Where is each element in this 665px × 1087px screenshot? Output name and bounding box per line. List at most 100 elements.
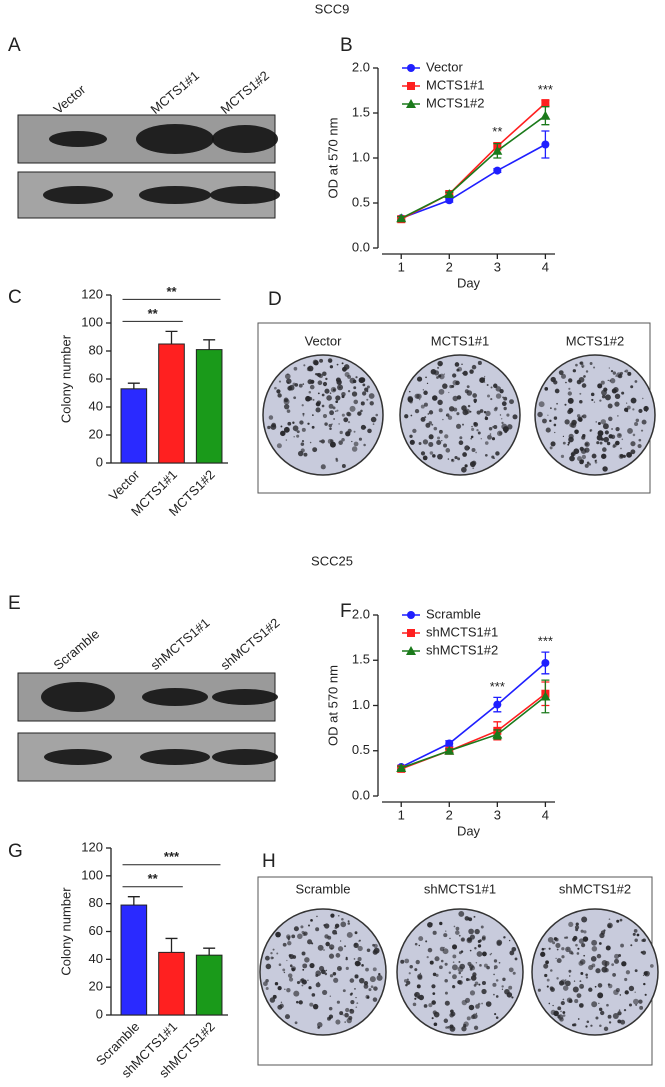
- colony: [644, 970, 650, 977]
- colony: [338, 423, 340, 425]
- colony: [317, 1026, 320, 1029]
- marker: [540, 691, 551, 701]
- colony: [268, 415, 274, 420]
- y-tick-label: 1.5: [352, 652, 370, 667]
- colony: [350, 999, 355, 1005]
- colony: [457, 366, 463, 372]
- colony: [274, 981, 279, 986]
- colony: [419, 399, 421, 401]
- colony: [581, 415, 584, 418]
- bar: [158, 343, 185, 464]
- significance: **: [148, 871, 159, 886]
- colony: [422, 389, 425, 391]
- colony: [569, 455, 575, 462]
- colony: [340, 921, 347, 928]
- colony: [569, 950, 573, 955]
- colony: [330, 439, 334, 443]
- colony: [537, 988, 541, 992]
- colony: [644, 993, 647, 996]
- dish: [531, 908, 659, 1036]
- colony: [324, 422, 328, 426]
- colony: [543, 947, 546, 950]
- colony: [568, 921, 574, 927]
- colony: [461, 466, 467, 473]
- colony: [441, 439, 443, 442]
- colony: [297, 933, 303, 940]
- colony: [347, 390, 351, 393]
- colony: [324, 934, 329, 939]
- colony: [479, 964, 482, 967]
- colony: [610, 369, 614, 373]
- colony: [628, 985, 635, 992]
- colony: [550, 376, 556, 383]
- colony: [414, 993, 418, 997]
- colony: [433, 426, 438, 431]
- colony: [449, 1024, 454, 1029]
- colony: [465, 978, 470, 982]
- colony: [492, 426, 494, 428]
- colony: [591, 1001, 598, 1008]
- colony: [591, 939, 598, 946]
- colony: [636, 933, 640, 937]
- colony: [561, 955, 565, 959]
- colony: [423, 402, 428, 407]
- colony: [444, 434, 449, 439]
- colony: [600, 380, 605, 385]
- marker: [444, 745, 455, 755]
- colony: [458, 980, 463, 985]
- colony: [630, 441, 636, 447]
- colony: [369, 976, 376, 983]
- colony: [557, 1014, 564, 1020]
- colony: [608, 918, 611, 920]
- colony: [581, 454, 587, 460]
- series-line: [400, 143, 546, 220]
- colony: [468, 917, 473, 922]
- colony: [489, 953, 492, 956]
- colony: [430, 368, 437, 375]
- colony: [437, 453, 443, 460]
- colony: [626, 451, 632, 458]
- colony: [593, 366, 596, 369]
- colony: [351, 446, 358, 452]
- y-tick-label: 0: [96, 454, 103, 469]
- colony: [267, 425, 271, 430]
- colony: [628, 1003, 632, 1007]
- colony: [361, 964, 364, 967]
- marker: [492, 145, 503, 155]
- colony: [593, 401, 596, 403]
- colony: [590, 392, 595, 397]
- colony: [293, 926, 299, 932]
- colony: [312, 414, 314, 416]
- colony: [640, 429, 644, 432]
- colony: [627, 428, 633, 434]
- lane-label: Scramble: [50, 626, 102, 673]
- lane-label: shMCTS1#1: [147, 615, 212, 673]
- colony: [429, 451, 434, 455]
- significance: **: [166, 284, 177, 299]
- colony: [355, 1006, 358, 1009]
- error-bar: [127, 382, 140, 389]
- colony: [466, 390, 473, 396]
- colony: [512, 971, 516, 975]
- colony: [298, 383, 303, 388]
- colony: [562, 1014, 566, 1017]
- panel-letter: C: [8, 287, 22, 308]
- colony: [428, 421, 433, 425]
- x-tick-label: 2: [446, 807, 453, 822]
- blot-band: [212, 749, 278, 765]
- colony: [607, 1014, 612, 1019]
- colony: [345, 957, 348, 961]
- colony: [606, 1003, 609, 1007]
- colony: [346, 1017, 352, 1024]
- colony: [598, 942, 602, 945]
- bar: [158, 951, 185, 1016]
- colony: [372, 423, 375, 425]
- colony: [474, 928, 480, 935]
- colony: [298, 1000, 303, 1005]
- colony: [582, 434, 586, 438]
- colony: [601, 966, 608, 973]
- colony: [558, 370, 564, 376]
- colony: [509, 950, 515, 956]
- colony: [574, 429, 579, 435]
- colony: [565, 980, 571, 987]
